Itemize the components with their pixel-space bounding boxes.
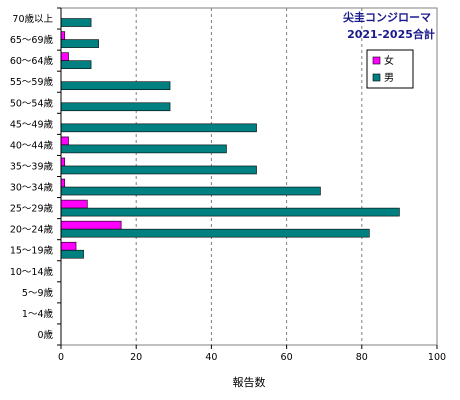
legend-box [366, 49, 414, 89]
legend-swatch [372, 73, 381, 82]
x-tick-label: 100 [428, 352, 446, 363]
bar-male [60, 186, 321, 196]
bar-layer [60, 18, 400, 259]
bar-male [60, 228, 370, 238]
label-layer: 0 20 40 60 80 100 70歳以上 65～69歳 60～64歳 55～59歳 50～54… [10, 13, 446, 363]
bar-female [60, 199, 88, 209]
bar-male [60, 144, 227, 154]
x-tick-label: 80 [356, 352, 368, 363]
bar-male [60, 207, 400, 217]
bar-female [60, 178, 66, 188]
x-tick-label: 0 [58, 352, 64, 363]
y-tick-label: 1～4歳 [22, 308, 54, 320]
x-axis-title: 報告数 [233, 376, 266, 389]
bar-male [60, 39, 99, 48]
y-tick-label: 15～19歳 [10, 245, 54, 257]
y-tick-label: 70歳以上 [12, 13, 53, 25]
y-tick-label: 5～9歳 [22, 287, 54, 299]
bar-female [60, 220, 122, 230]
y-tick-label: 40～44歳 [10, 139, 54, 151]
bar-female [60, 241, 77, 251]
legend: 女男 [366, 49, 414, 89]
bar-male [60, 165, 257, 175]
legend-label: 女 [384, 54, 394, 67]
y-tick-label: 0歳 [37, 329, 53, 341]
y-tick-label: 45～49歳 [10, 118, 54, 130]
legend-label: 男 [384, 72, 394, 84]
legend-swatch [372, 56, 381, 65]
chart-title: 尖圭コンジローマ [343, 10, 431, 24]
y-tick-label: 10～14歳 [10, 266, 54, 278]
y-tick-label: 50～54歳 [10, 97, 54, 109]
y-tick-label: 30～34歳 [10, 182, 54, 194]
axis-layer [57, 7, 438, 349]
bar-male [60, 102, 171, 112]
y-tick-label: 60～64歳 [10, 55, 54, 67]
y-tick-label: 65～69歳 [10, 34, 54, 46]
bar-male [60, 60, 92, 69]
bar-male [60, 81, 171, 91]
bar-male [60, 123, 257, 133]
x-tick-label: 40 [205, 352, 217, 363]
bar-female [60, 157, 66, 167]
x-tick-label: 20 [130, 352, 142, 363]
y-tick-label: 55～59歳 [10, 76, 54, 88]
x-tick-label: 60 [281, 352, 293, 363]
bar-male [60, 249, 84, 259]
y-tick-label: 20～24歳 [10, 224, 54, 236]
y-tick-label: 25～29歳 [10, 203, 54, 215]
bar-female [60, 136, 69, 146]
chart-subtitle: 2021-2025合計 [347, 27, 435, 41]
bar-male [60, 18, 92, 27]
bar-female [60, 52, 69, 61]
bar-female [60, 31, 66, 40]
y-tick-label: 35～39歳 [10, 160, 54, 172]
